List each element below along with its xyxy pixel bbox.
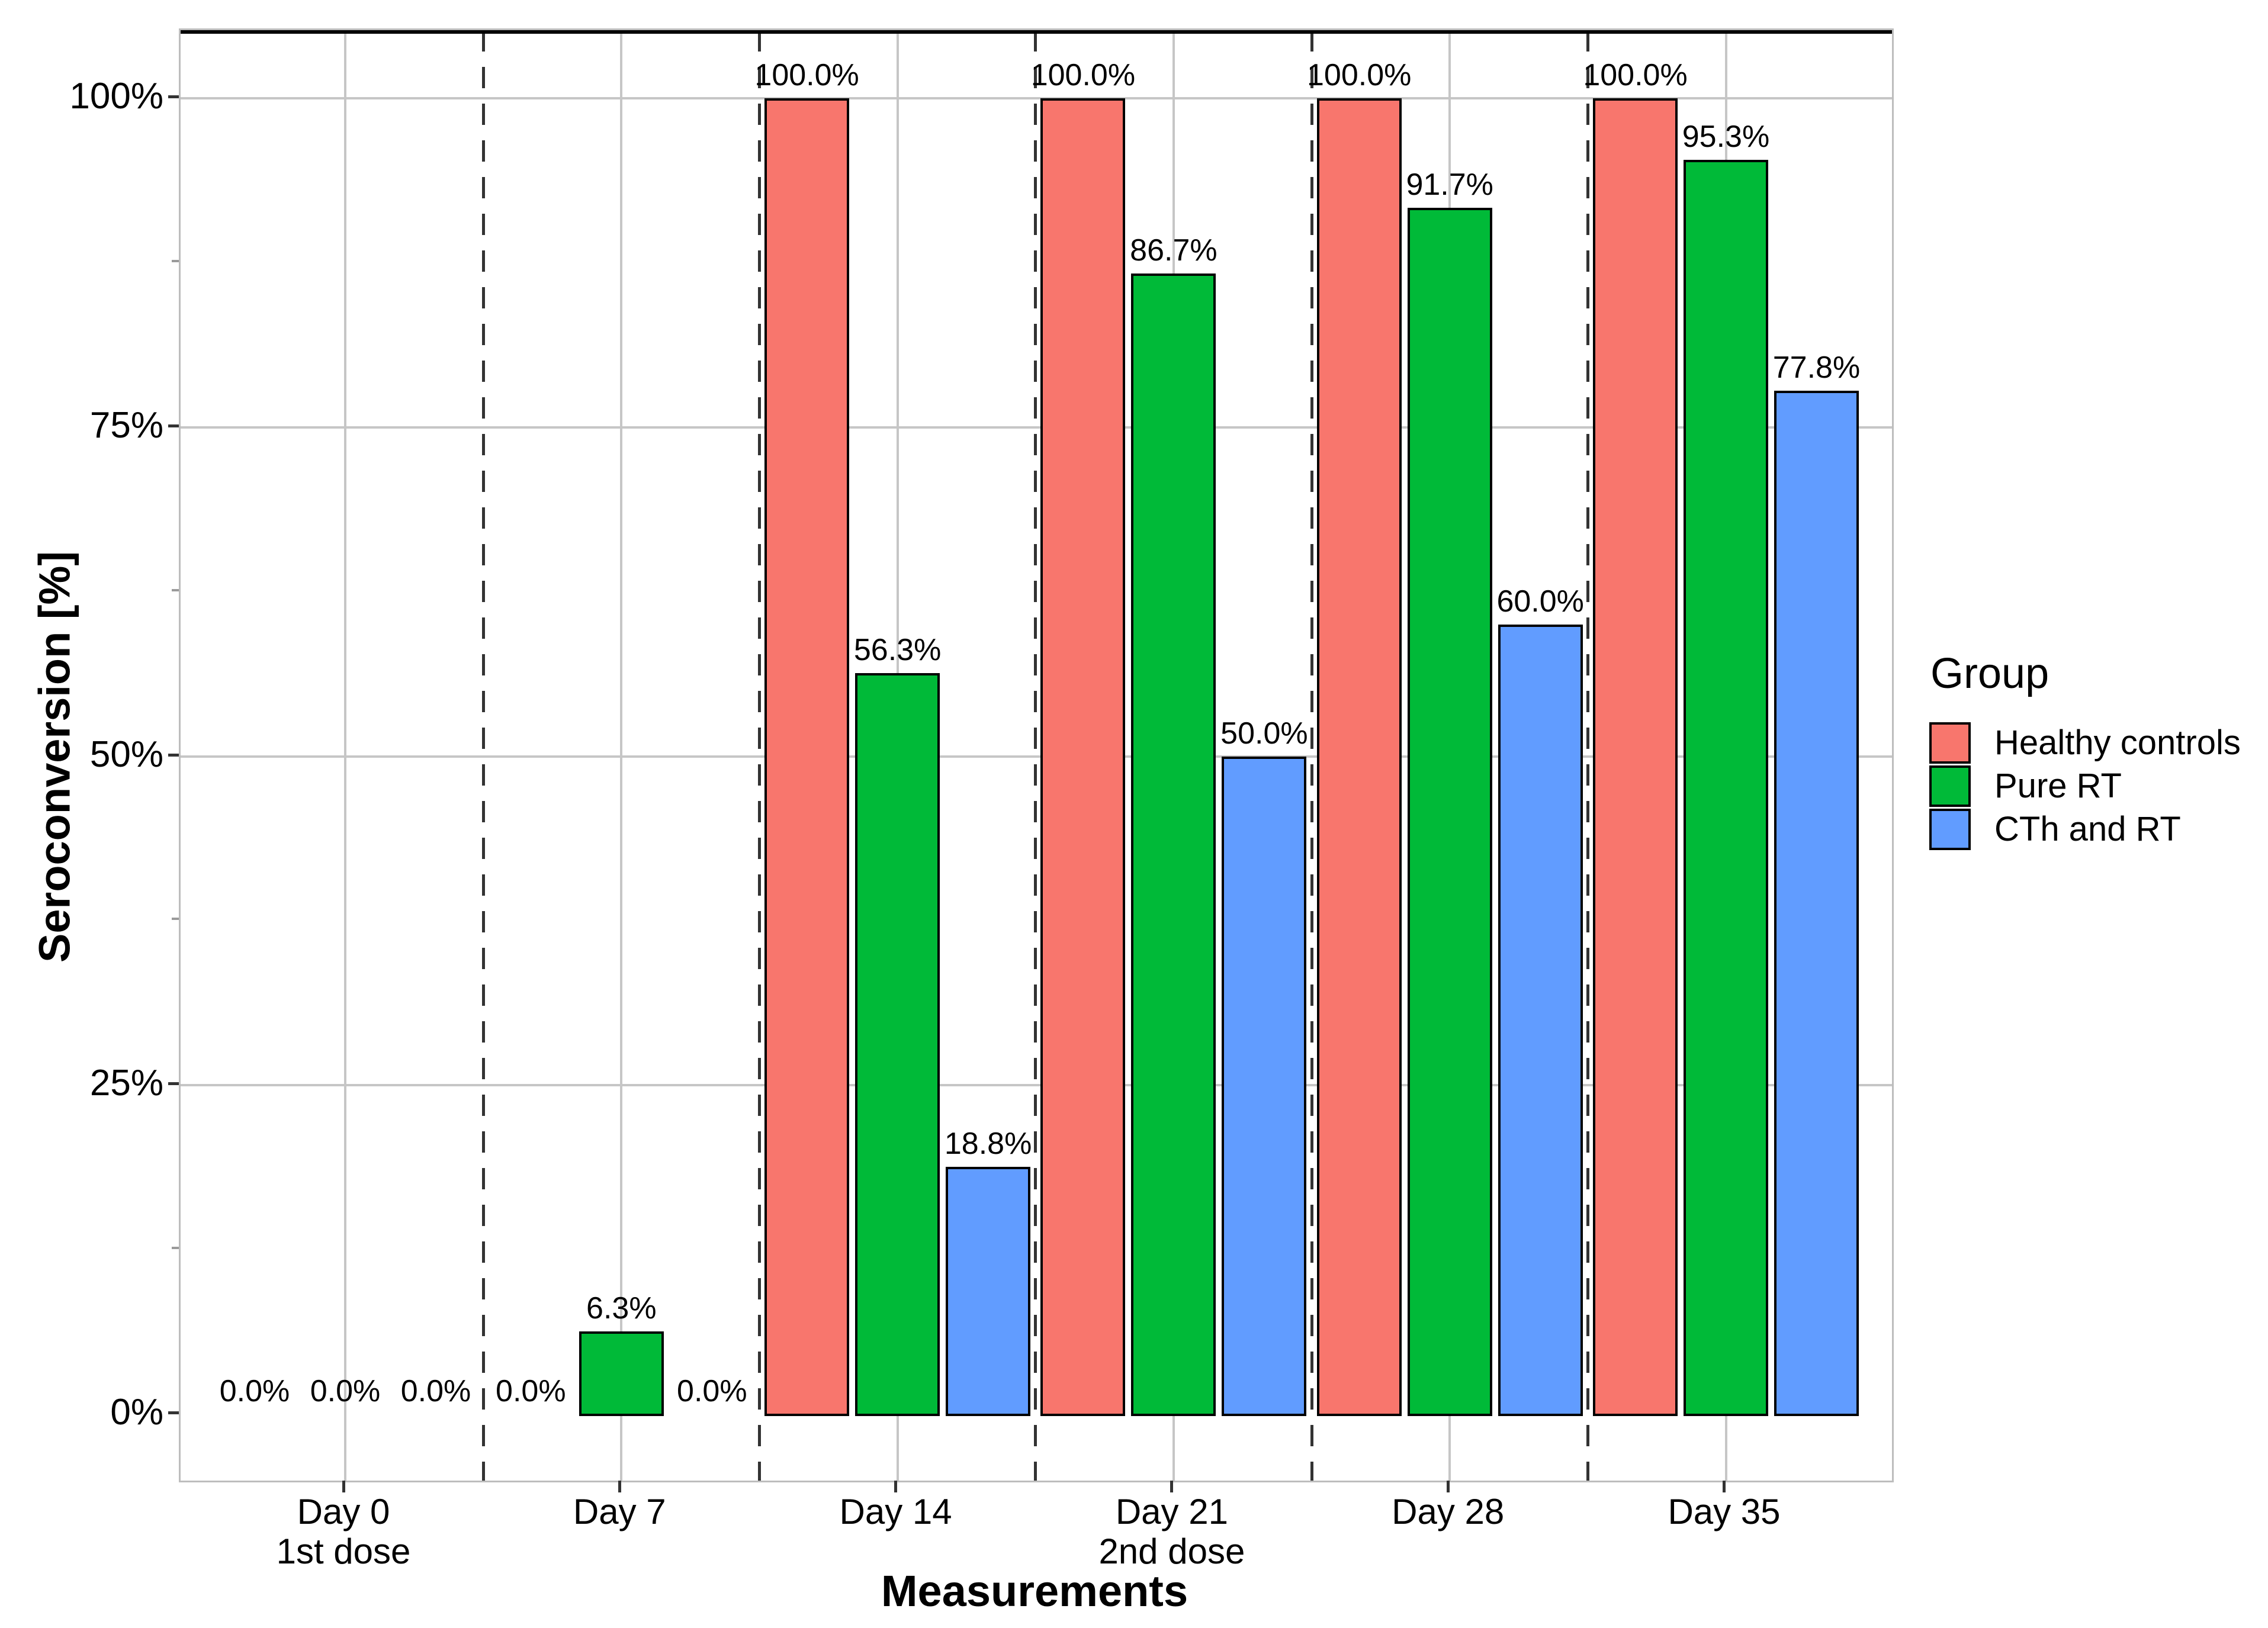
bar-pure-rt-day-14	[855, 673, 940, 1416]
bar-value-label-healthy-controls-day-7: 0.0%	[496, 1374, 566, 1408]
bar-value-label-pure-rt-day-14: 56.3%	[853, 633, 942, 668]
y-axis-tick-label-100: 100%	[69, 76, 163, 117]
legend: Group Healthy controls Pure RT CTh and RT	[1929, 650, 2241, 851]
x-axis-title: Measurements	[881, 1566, 1188, 1616]
y-axis-minor-tick	[172, 588, 179, 591]
bar-value-label-cth-and-rt-day-28: 60.0%	[1496, 584, 1584, 619]
bar-value-label-healthy-controls-day-28: 100.0%	[1307, 58, 1412, 92]
y-axis-tick-25	[168, 1082, 179, 1086]
bar-pure-rt-day-7	[579, 1331, 664, 1416]
category-separator-line	[481, 30, 485, 1481]
y-axis-tick-0	[168, 1411, 179, 1414]
bar-value-label-pure-rt-day-28: 91.7%	[1406, 167, 1493, 202]
y-axis-tick-50	[168, 753, 179, 757]
legend-label-healthy-controls: Healthy controls	[1994, 723, 2241, 762]
category-separator-line	[757, 30, 761, 1481]
bar-value-label-pure-rt-day-0: 0.0%	[310, 1374, 381, 1408]
legend-title: Group	[1930, 650, 2049, 697]
bar-value-label-cth-and-rt-day-14: 18.8%	[944, 1127, 1032, 1162]
y-axis-minor-tick	[172, 1247, 179, 1250]
y-axis-minor-tick	[172, 259, 179, 262]
x-axis-tick-label-day-7: Day 7	[573, 1492, 666, 1532]
y-axis-tick-label-25: 25%	[89, 1063, 163, 1104]
x-axis-tick-label-day-0: Day 0 1st dose	[276, 1492, 411, 1571]
bar-value-label-healthy-controls-day-14: 100.0%	[754, 58, 859, 92]
bar-value-label-pure-rt-day-7: 6.3%	[586, 1291, 657, 1325]
bar-healthy-controls-day-21	[1040, 98, 1126, 1416]
legend-key-healthy-controls	[1929, 722, 1971, 764]
plot-panel: 0.0% 0.0% 0.0% 0.0% 6.3% 0.0% 100.0% 56.3% 18.8%…	[179, 28, 1894, 1482]
bar-value-label-pure-rt-day-21: 86.7%	[1130, 233, 1217, 268]
x-axis-tick-label-day-35: Day 35	[1668, 1492, 1781, 1532]
bar-value-label-cth-and-rt-day-35: 77.8%	[1772, 350, 1861, 385]
legend-key-pure-rt	[1929, 765, 1971, 807]
y-axis-tick-label-0: 0%	[110, 1392, 163, 1433]
bar-value-label-healthy-controls-day-21: 100.0%	[1030, 58, 1136, 92]
bar-cth-and-rt-day-21	[1222, 756, 1307, 1416]
legend-label-pure-rt: Pure RT	[1994, 767, 2122, 805]
x-axis-tick-day-7	[618, 1481, 621, 1492]
legend-item-healthy-controls: Healthy controls	[1929, 721, 2241, 764]
x-axis-tick-label-day-21: Day 21 2nd dose	[1098, 1492, 1245, 1571]
legend-label-cth-and-rt: CTh and RT	[1994, 810, 2181, 848]
category-separator-line	[1310, 30, 1313, 1481]
legend-items: Healthy controls Pure RT CTh and RT	[1929, 721, 2241, 851]
x-axis-tick-label-day-28: Day 28	[1392, 1492, 1505, 1532]
bar-value-label-cth-and-rt-day-21: 50.0%	[1220, 716, 1308, 751]
legend-item-cth-and-rt: CTh and RT	[1929, 807, 2241, 851]
bar-pure-rt-day-21	[1131, 273, 1216, 1416]
legend-key-cth-and-rt	[1929, 808, 1971, 850]
x-axis-tick-day-35	[1723, 1481, 1726, 1492]
y-axis-tick-75	[168, 424, 179, 427]
bar-value-label-cth-and-rt-day-0: 0.0%	[400, 1374, 471, 1408]
x-axis-tick-day-14	[894, 1481, 898, 1492]
legend-item-pure-rt: Pure RT	[1929, 764, 2241, 807]
bar-pure-rt-day-35	[1684, 160, 1768, 1416]
bar-cth-and-rt-day-35	[1774, 390, 1859, 1416]
bar-healthy-controls-day-28	[1316, 98, 1402, 1416]
bar-cth-and-rt-day-14	[946, 1167, 1031, 1416]
bar-healthy-controls-day-35	[1593, 98, 1678, 1416]
bar-value-label-pure-rt-day-35: 95.3%	[1682, 120, 1770, 155]
y-axis-minor-tick	[172, 918, 179, 921]
y-axis-tick-label-50: 50%	[89, 733, 163, 775]
bar-pure-rt-day-28	[1407, 207, 1492, 1416]
y-axis-tick-label-75: 75%	[89, 404, 163, 446]
bar-value-label-cth-and-rt-day-7: 0.0%	[677, 1374, 747, 1408]
zero-baseline	[181, 30, 1892, 34]
bar-value-label-healthy-controls-day-0: 0.0%	[219, 1374, 290, 1408]
x-axis-tick-day-0	[342, 1481, 345, 1492]
gridline-x-day-0	[344, 30, 346, 1481]
category-separator-line	[1586, 30, 1589, 1481]
category-separator-line	[1034, 30, 1037, 1481]
y-axis-tick-100	[168, 95, 179, 98]
gridline-x-day-7	[620, 30, 623, 1481]
bar-healthy-controls-day-14	[764, 98, 850, 1416]
x-axis-tick-day-28	[1446, 1481, 1450, 1492]
x-axis-tick-day-21	[1170, 1481, 1174, 1492]
bar-cth-and-rt-day-28	[1498, 625, 1583, 1416]
x-axis-tick-label-day-14: Day 14	[839, 1492, 952, 1532]
y-axis-title: Seroconversion [%]	[30, 551, 79, 963]
bar-value-label-healthy-controls-day-35: 100.0%	[1583, 58, 1688, 92]
